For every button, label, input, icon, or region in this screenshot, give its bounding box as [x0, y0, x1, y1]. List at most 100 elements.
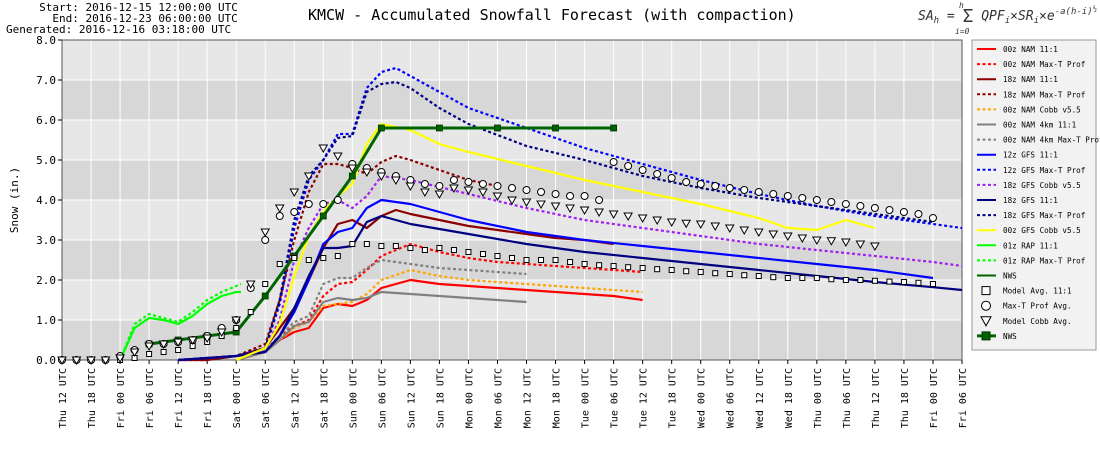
x-tick-label: Fri 12 UTC: [174, 368, 185, 428]
max-t-avg-point: [580, 192, 589, 200]
model-avg-point: [741, 272, 748, 279]
x-tick-label: Thu 06 UTC: [842, 368, 853, 428]
max-t-avg-point: [406, 176, 415, 184]
model-avg-point: [146, 351, 153, 357]
x-tick-label: Wed 00 UTC: [697, 368, 708, 428]
model-avg-point: [276, 261, 283, 267]
max-t-avg-point: [435, 182, 444, 190]
max-t-avg-point: [783, 192, 792, 200]
max-t-avg-point: [595, 196, 604, 204]
x-tick-label: Thu 00 UTC: [813, 368, 824, 428]
legend-entry-18z-gfs-max-t-prof: 18z GFS Max-T Prof: [977, 211, 1085, 220]
max-t-avg-point: [856, 202, 865, 210]
cobb-avg-point: [492, 192, 503, 202]
y-tick-label: 7.0: [36, 74, 56, 87]
x-tick-label: Thu 12 UTC: [58, 368, 69, 428]
series-00z-nam-11-1: [235, 278, 643, 362]
formula-lower-limit: i=0: [955, 27, 970, 36]
legend-label: 18z GFS Cobb v5.5: [1003, 181, 1081, 190]
legend-entry-00z-gfs-cobb-v5-5: 00z GFS Cobb v5.5: [977, 226, 1081, 235]
series-00z-nam-cobb-v5-5: [235, 268, 643, 362]
x-tick-label: Sun 00 UTC: [348, 368, 359, 428]
start-line: Start: 2016-12-15 12:00:00 UTC: [6, 2, 238, 13]
model-avg-point: [654, 266, 661, 273]
legend-label: 18z GFS Max-T Prof: [1003, 211, 1085, 220]
x-tick-label: Wed 12 UTC: [755, 368, 766, 428]
x-tick-label: Sun 06 UTC: [377, 368, 388, 428]
legend-label: 01z RAP 11:1: [1003, 241, 1058, 250]
legend-entry-12z-gfs-11-1: 12z GFS 11:1: [977, 151, 1058, 160]
x-tick-label: Mon 00 UTC: [464, 368, 475, 428]
end-line: End: 2016-12-23 06:00:00 UTC: [6, 13, 238, 24]
cobb-avg-point: [811, 236, 822, 246]
cobb-avg-point: [376, 172, 387, 182]
model-avg-point: [509, 255, 515, 261]
x-tick-label: Tue 12 UTC: [639, 368, 650, 428]
x-tick-label: Sat 06 UTC: [261, 368, 272, 428]
cobb-avg-point: [710, 222, 721, 232]
x-tick-label: Wed 18 UTC: [784, 368, 795, 428]
nws-point: [552, 124, 559, 132]
series-12z-gfs-max-t-prof: [178, 66, 963, 362]
cobb-avg-point: [71, 356, 82, 366]
max-t-avg-point: [928, 214, 937, 222]
x-tick-label: Sun 18 UTC: [435, 368, 446, 428]
model-avg-point: [552, 257, 559, 263]
legend-label: 00z NAM Cobb v5.5: [1003, 105, 1081, 114]
run-metadata: Start: 2016-12-15 12:00:00 UTC End: 2016…: [6, 2, 238, 35]
model-avg-point: [683, 268, 690, 275]
max-t-avg-point: [319, 200, 328, 208]
model-avg-point: [712, 270, 719, 277]
cobb-avg-point: [420, 188, 430, 198]
model-avg-point: [697, 269, 704, 275]
y-tick-label: 5.0: [36, 154, 56, 167]
x-tick-label: Wed 06 UTC: [726, 368, 737, 428]
cobb-avg-point: [782, 232, 793, 242]
series-01z-rap-11-1: [119, 290, 241, 361]
legend-label: NWS: [1003, 272, 1017, 281]
legend-entry-max-t-prof-avg: Max-T Prof Avg.: [981, 300, 1072, 311]
plot-band: [62, 320, 962, 360]
cobb-avg-point: [173, 338, 183, 348]
max-t-avg-point: [624, 162, 633, 170]
cobb-avg-point: [434, 190, 445, 200]
legend-label: 12z GFS 11:1: [1003, 151, 1058, 160]
cobb-avg-point: [768, 230, 779, 240]
max-t-avg-point: [885, 206, 894, 214]
cobb-avg-point: [129, 348, 140, 358]
x-tick-label: Thu 12 UTC: [871, 368, 882, 428]
legend-label: 00z NAM 11:1: [1003, 45, 1058, 54]
max-t-avg-point: [493, 182, 502, 190]
generated-value: 2016-12-16 03:18:00 UTC: [78, 23, 232, 36]
cobb-avg-point: [274, 204, 285, 214]
model-avg-point: [581, 261, 588, 267]
cobb-avg-point: [870, 242, 880, 252]
start-label: Start:: [39, 1, 79, 14]
model-avg-point: [160, 349, 167, 355]
x-tick-label: Fri 18 UTC: [203, 368, 214, 428]
model-avg-point: [871, 277, 878, 284]
model-avg-point: [392, 243, 399, 249]
model-avg-point: [900, 279, 907, 285]
cobb-avg-point: [753, 228, 764, 238]
cobb-avg-point: [86, 356, 96, 366]
legend-label: 18z NAM 11:1: [1003, 75, 1058, 84]
max-t-avg-point: [420, 180, 429, 188]
plot-gridlines: [61, 39, 963, 361]
cobb-avg-point: [594, 208, 604, 218]
model-avg-point: [436, 245, 443, 251]
cobb-avg-point: [405, 182, 416, 192]
model-avg-point: [799, 275, 806, 281]
legend-label: 00z NAM Max-T Prof: [1003, 60, 1085, 69]
series-18z-gfs-11-1: [178, 214, 963, 362]
model-avg-point: [842, 277, 849, 283]
x-tick-label: Fri 00 UTC: [929, 368, 940, 428]
max-t-avg-point: [725, 184, 734, 192]
legend-label: 12z GFS Max-T Prof: [1003, 166, 1085, 175]
max-t-avg-point: [464, 178, 473, 186]
model-avg-point: [929, 281, 936, 287]
max-t-avg-point: [870, 204, 879, 212]
max-t-avg-point: [798, 194, 807, 202]
x-tick-label: Fri 00 UTC: [116, 368, 127, 428]
model-avg-point: [538, 257, 545, 263]
